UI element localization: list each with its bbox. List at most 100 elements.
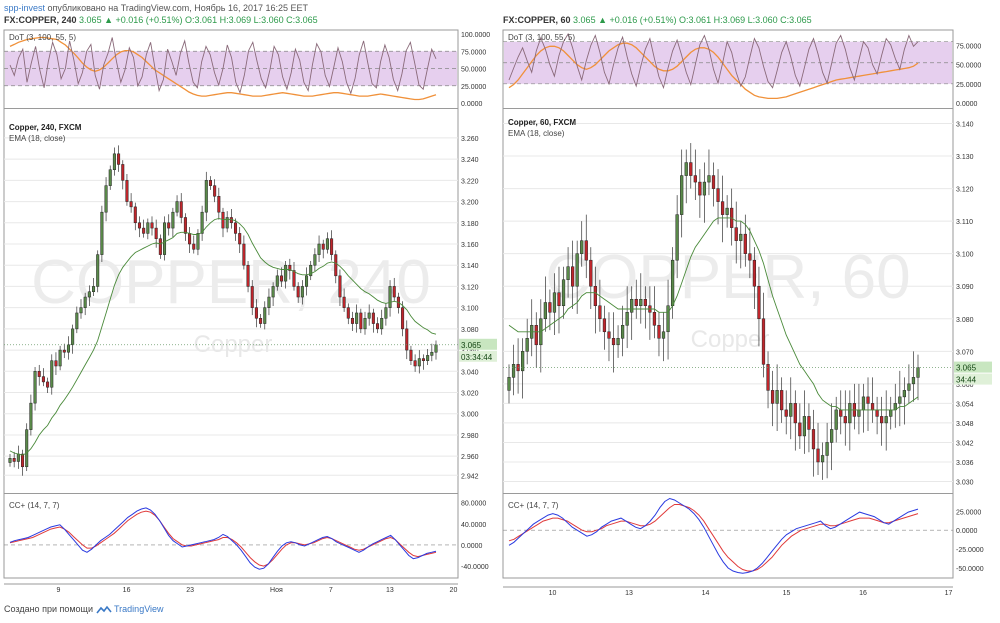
right-candle-down: [557, 292, 561, 307]
right-candle-down: [720, 201, 725, 215]
left-dot-legend: DoT (3, 100, 55, 5): [9, 33, 76, 42]
left-cc-tick-label: 0.0000: [461, 543, 483, 550]
left-candle-up: [300, 286, 304, 298]
right-candle-down: [698, 181, 702, 196]
left-cc-tick-label: 40.0000: [461, 522, 486, 529]
right-countdown-label: 34:44: [956, 376, 977, 385]
right-candle-up: [670, 259, 675, 307]
left-candle-down: [208, 180, 212, 186]
left-candle-up: [355, 312, 359, 324]
right-candle-down: [793, 403, 797, 424]
left-candle-up: [267, 296, 271, 308]
left-candle-down: [259, 318, 263, 324]
right-candle-up: [575, 253, 579, 287]
right-dot-tick-label: 25.0000: [956, 82, 981, 89]
left-candle-down: [334, 254, 338, 277]
left-candle-up: [83, 296, 87, 308]
left-price-tick-label: 3.240: [461, 157, 479, 164]
left-candle-down: [371, 312, 375, 324]
left-x-tick-label: 13: [386, 587, 394, 594]
left-candle-up: [426, 355, 430, 361]
left-candle-down: [338, 275, 342, 298]
left-candle-down: [234, 222, 238, 234]
author-link[interactable]: spp-invest: [4, 3, 46, 13]
left-candle-down: [183, 217, 187, 234]
left-candle-down: [421, 358, 425, 361]
right-price-tick-label: 3.048: [956, 421, 974, 428]
left-candle-up: [75, 312, 79, 330]
left-dot-tick-label: 75.0000: [461, 49, 486, 56]
right-symbol[interactable]: FX:COPPER, 60: [503, 15, 571, 25]
left-candle-up: [388, 286, 392, 308]
right-dot-tick-label: 75.0000: [956, 44, 981, 51]
left-candle-down: [401, 307, 405, 330]
right-change: 3.065 ▲ +0.016 (+0.51%): [573, 15, 677, 25]
right-candle-down: [839, 409, 843, 417]
left-candle-down: [37, 371, 41, 377]
left-price-tick-label: 3.080: [461, 327, 479, 334]
left-symbol[interactable]: FX:COPPER, 240: [4, 15, 77, 25]
right-candle-up: [661, 331, 666, 339]
left-candle-up: [25, 429, 29, 468]
left-candle-up: [8, 458, 12, 463]
left-candle-up: [284, 264, 288, 282]
right-price-tick-label: 3.042: [956, 440, 974, 447]
left-candle-down: [46, 381, 50, 388]
left-dot-tick-label: 50.0000: [461, 67, 486, 74]
left-candle-down: [359, 312, 363, 330]
right-dot-tick-label: 50.0000: [956, 63, 981, 70]
right-candle-down: [548, 302, 552, 313]
left-candle-down: [217, 196, 221, 213]
left-candle-down: [405, 328, 409, 351]
left-countdown-label: 03:34:44: [461, 353, 493, 362]
footer-prefix: Создано при помощи: [4, 604, 93, 614]
left-candle-down: [150, 222, 154, 229]
right-candle-up: [680, 175, 684, 215]
left-candle-down: [137, 222, 141, 229]
left-panel-frame: [3, 29, 459, 579]
left-change: 3.065 ▲ +0.016 (+0.51%): [79, 15, 183, 25]
left-candle-up: [71, 328, 75, 346]
left-candle-down: [350, 318, 354, 324]
left-candle-down: [41, 376, 45, 383]
right-x-tick-label: 15: [783, 590, 791, 597]
right-candle-down: [880, 416, 884, 424]
right-dot-legend: DoT (3, 100, 55, 5): [508, 33, 575, 42]
footer-brand[interactable]: TradingView: [114, 604, 164, 614]
right-x-tick-label: 10: [549, 590, 557, 597]
right-candle-up: [684, 162, 688, 176]
left-cc-tick-label: 80.0000: [461, 501, 486, 508]
right-price-tick-label: 3.070: [956, 349, 974, 356]
left-ema-legend: EMA (18, close): [9, 134, 66, 143]
right-candle-up: [820, 455, 825, 463]
left-price-tick-label: 3.200: [461, 200, 479, 207]
left-candle-down: [321, 243, 325, 250]
left-candle-down: [54, 360, 58, 367]
right-price-tick-label: 3.100: [956, 252, 974, 259]
right-candle-down: [602, 318, 607, 333]
left-candle-down: [392, 286, 396, 298]
right-candle-up: [666, 305, 670, 333]
publish-info: spp-invest опубликовано на TradingView.c…: [4, 3, 308, 13]
right-candle-up: [889, 409, 893, 417]
right-price-tick-label: 3.054: [956, 401, 974, 408]
left-candle-down: [179, 201, 183, 218]
right-cc-slow-line: [508, 504, 919, 572]
left-candle-up: [200, 211, 204, 234]
right-candle-down: [816, 448, 820, 463]
right-candle-down: [634, 298, 638, 307]
left-ema-line: [9, 218, 437, 456]
right-candle-up: [902, 390, 906, 398]
left-candle-down: [279, 275, 283, 282]
left-price-tick-label: 3.260: [461, 136, 479, 143]
left-price-tick-label: 2.942: [461, 473, 479, 480]
right-candle-down: [711, 175, 716, 189]
page-footer: Создано при помощи TradingView: [4, 604, 164, 615]
left-candle-down: [125, 180, 129, 202]
left-candle-down: [154, 227, 158, 239]
left-candle-down: [142, 227, 146, 234]
left-candle-up: [79, 307, 83, 314]
right-candle-up: [675, 214, 679, 261]
left-last-price-label: 3.065: [461, 341, 482, 350]
